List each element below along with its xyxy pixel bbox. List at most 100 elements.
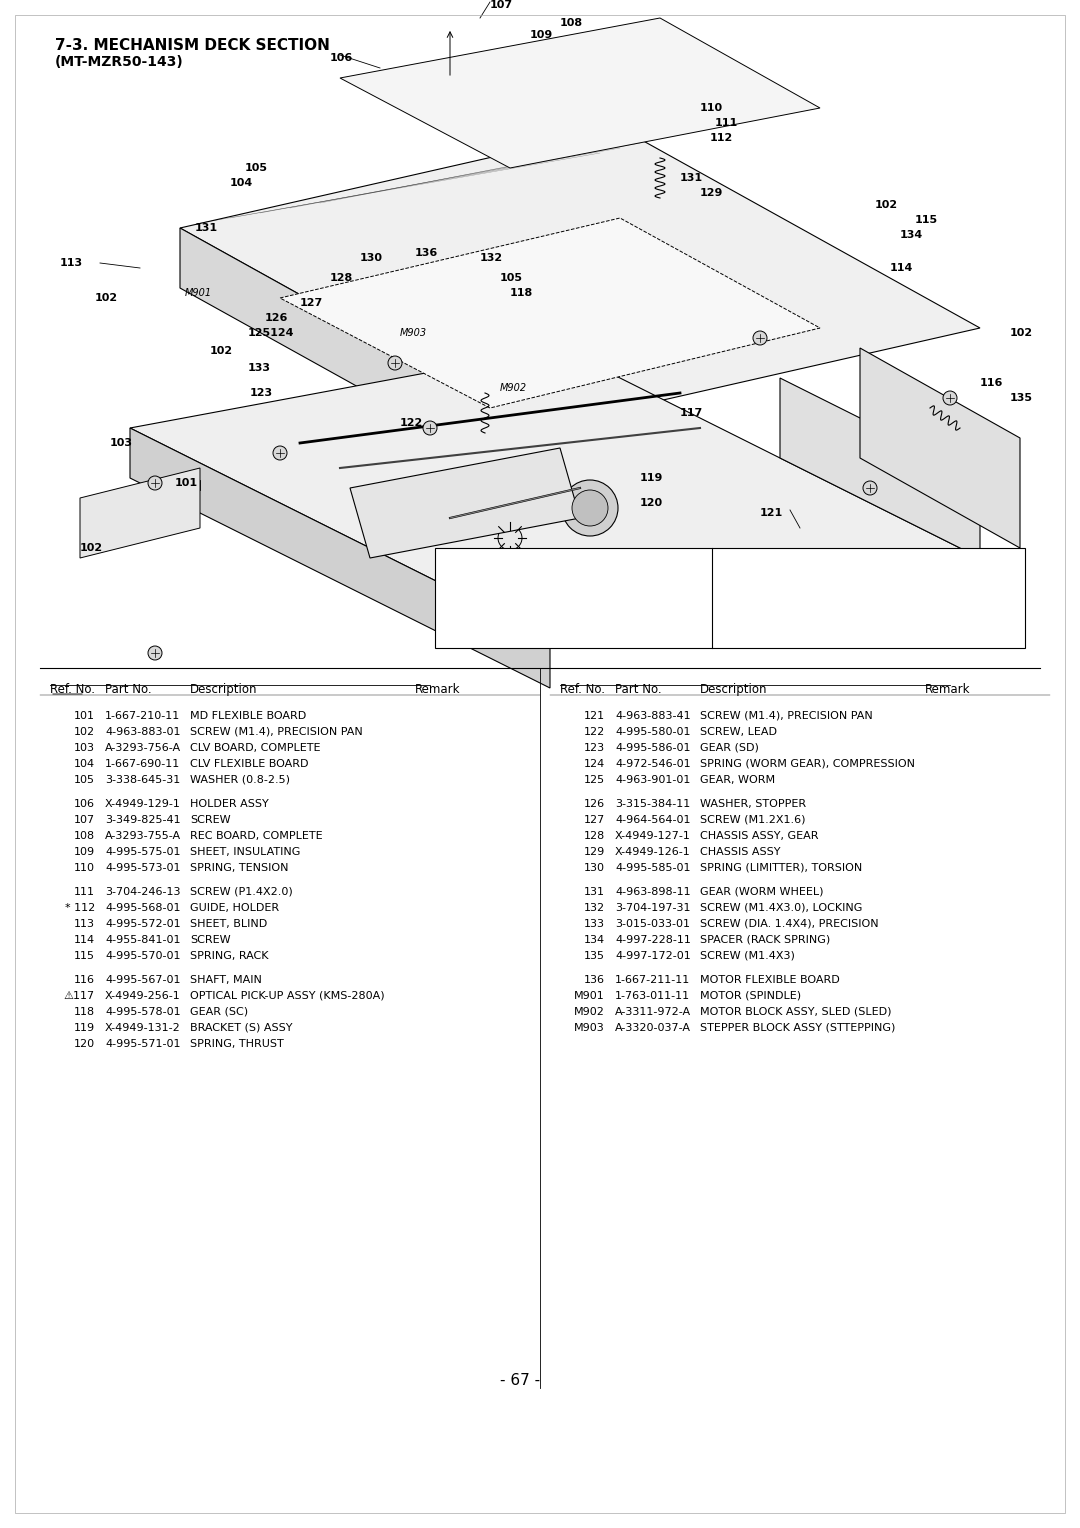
Text: 115: 115 xyxy=(75,950,95,961)
Text: 3-015-033-01: 3-015-033-01 xyxy=(615,918,690,929)
Text: 101: 101 xyxy=(75,711,95,721)
Text: 1-667-211-11: 1-667-211-11 xyxy=(615,975,690,986)
Text: 116: 116 xyxy=(75,975,95,986)
Circle shape xyxy=(863,481,877,495)
Text: Ref. No.: Ref. No. xyxy=(561,683,605,695)
Text: 117: 117 xyxy=(680,408,703,419)
Text: 4-995-570-01: 4-995-570-01 xyxy=(105,950,180,961)
Text: Ref. No.: Ref. No. xyxy=(50,683,95,695)
Text: 125124: 125124 xyxy=(248,329,295,338)
Text: SPRING (LIMITTER), TORSION: SPRING (LIMITTER), TORSION xyxy=(700,863,862,872)
Text: SCREW (M1.2X1.6): SCREW (M1.2X1.6) xyxy=(700,814,806,825)
Text: 118: 118 xyxy=(73,1007,95,1018)
Circle shape xyxy=(562,480,618,536)
Text: MOTOR FLEXIBLE BOARD: MOTOR FLEXIBLE BOARD xyxy=(700,975,840,986)
Text: MOTOR BLOCK ASSY, SLED (SLED): MOTOR BLOCK ASSY, SLED (SLED) xyxy=(700,1007,891,1018)
Text: ⚠117: ⚠117 xyxy=(64,992,95,1001)
Text: 4-995-586-01: 4-995-586-01 xyxy=(615,743,690,753)
Text: GEAR (WORM WHEEL): GEAR (WORM WHEEL) xyxy=(700,886,824,897)
Text: 126: 126 xyxy=(584,799,605,808)
Text: 120: 120 xyxy=(640,498,663,507)
Text: 134: 134 xyxy=(584,935,605,944)
Polygon shape xyxy=(130,348,980,639)
Text: A-3293-756-A: A-3293-756-A xyxy=(105,743,181,753)
Text: 3-338-645-31: 3-338-645-31 xyxy=(105,775,180,785)
Text: M902: M902 xyxy=(575,1007,605,1018)
Text: 133: 133 xyxy=(248,364,271,373)
Polygon shape xyxy=(860,348,1020,549)
Text: M901: M901 xyxy=(575,992,605,1001)
Text: Part No.: Part No. xyxy=(105,683,151,695)
Text: 121: 121 xyxy=(760,507,783,518)
Text: 119: 119 xyxy=(640,474,663,483)
Text: 128: 128 xyxy=(330,274,353,283)
Text: SPACER (RACK SPRING): SPACER (RACK SPRING) xyxy=(700,935,831,944)
Text: CHASSIS ASSY: CHASSIS ASSY xyxy=(700,847,781,857)
Text: SHEET, BLIND: SHEET, BLIND xyxy=(190,918,267,929)
Text: 135: 135 xyxy=(1010,393,1032,403)
Circle shape xyxy=(498,526,522,550)
Text: Description: Description xyxy=(700,683,768,695)
Text: 115: 115 xyxy=(915,215,939,225)
Text: 102: 102 xyxy=(875,200,899,209)
Text: 4-963-901-01: 4-963-901-01 xyxy=(615,775,690,785)
Text: 113: 113 xyxy=(60,258,83,267)
Text: Remark: Remark xyxy=(415,683,460,695)
Polygon shape xyxy=(180,128,980,428)
Polygon shape xyxy=(350,448,580,558)
Text: 114: 114 xyxy=(890,263,914,274)
Text: 136: 136 xyxy=(584,975,605,986)
Text: 4-995-585-01: 4-995-585-01 xyxy=(615,863,690,872)
Text: 120: 120 xyxy=(73,1039,95,1050)
Text: 4-995-578-01: 4-995-578-01 xyxy=(105,1007,180,1018)
Text: A-3311-972-A: A-3311-972-A xyxy=(615,1007,691,1018)
Text: 134: 134 xyxy=(900,231,923,240)
Text: SPRING, TENSION: SPRING, TENSION xyxy=(190,863,288,872)
Circle shape xyxy=(273,446,287,460)
Text: 131: 131 xyxy=(195,223,218,232)
Text: MD FLEXIBLE BOARD: MD FLEXIBLE BOARD xyxy=(190,711,307,721)
Text: 110: 110 xyxy=(700,102,724,113)
Text: 105: 105 xyxy=(75,775,95,785)
Polygon shape xyxy=(80,468,200,558)
Polygon shape xyxy=(280,219,820,408)
Text: SPRING, RACK: SPRING, RACK xyxy=(190,950,269,961)
Text: 123: 123 xyxy=(584,743,605,753)
Text: WASHER, STOPPER: WASHER, STOPPER xyxy=(700,799,806,808)
Text: CHASSIS ASSY, GEAR: CHASSIS ASSY, GEAR xyxy=(700,831,819,840)
Text: SHEET, INSULATING: SHEET, INSULATING xyxy=(190,847,300,857)
Text: 107: 107 xyxy=(490,0,513,11)
Text: 7-3. MECHANISM DECK SECTION: 7-3. MECHANISM DECK SECTION xyxy=(55,38,329,53)
Text: 107: 107 xyxy=(73,814,95,825)
Text: GUIDE, HOLDER: GUIDE, HOLDER xyxy=(190,903,279,914)
Text: Remark: Remark xyxy=(924,683,971,695)
Text: 1-667-690-11: 1-667-690-11 xyxy=(105,759,180,769)
Text: 101: 101 xyxy=(175,478,198,487)
Text: 4-972-546-01: 4-972-546-01 xyxy=(615,759,690,769)
Text: Les composants identifiés par une
marque ⚠ sont critiques pour
la sécurité.
Ne l: Les composants identifiés par une marque… xyxy=(720,553,907,611)
Text: 131: 131 xyxy=(680,173,703,183)
Text: (MT-MZR50-143): (MT-MZR50-143) xyxy=(55,55,184,69)
Polygon shape xyxy=(780,377,980,558)
Text: 113: 113 xyxy=(75,918,95,929)
Text: 129: 129 xyxy=(584,847,605,857)
Text: 131: 131 xyxy=(584,886,605,897)
Text: SPRING (WORM GEAR), COMPRESSION: SPRING (WORM GEAR), COMPRESSION xyxy=(700,759,915,769)
Text: 3-315-384-11: 3-315-384-11 xyxy=(615,799,690,808)
Text: 4-964-564-01: 4-964-564-01 xyxy=(615,814,690,825)
Text: X-4949-256-1: X-4949-256-1 xyxy=(105,992,180,1001)
Text: 102: 102 xyxy=(80,542,103,553)
Text: 4-963-883-41: 4-963-883-41 xyxy=(615,711,690,721)
Text: 126: 126 xyxy=(265,313,288,322)
Text: 3-349-825-41: 3-349-825-41 xyxy=(105,814,180,825)
Text: SCREW: SCREW xyxy=(190,935,231,944)
Text: 4-997-228-11: 4-997-228-11 xyxy=(615,935,691,944)
Text: 4-995-573-01: 4-995-573-01 xyxy=(105,863,180,872)
Text: STEPPER BLOCK ASSY (STTEPPING): STEPPER BLOCK ASSY (STTEPPING) xyxy=(700,1024,895,1033)
Text: 4-955-841-01: 4-955-841-01 xyxy=(105,935,180,944)
Text: 128: 128 xyxy=(584,831,605,840)
Text: 103: 103 xyxy=(110,439,133,448)
Text: SCREW (M1.4), PRECISION PAN: SCREW (M1.4), PRECISION PAN xyxy=(190,727,363,736)
Text: 124: 124 xyxy=(584,759,605,769)
Text: 127: 127 xyxy=(300,298,323,309)
